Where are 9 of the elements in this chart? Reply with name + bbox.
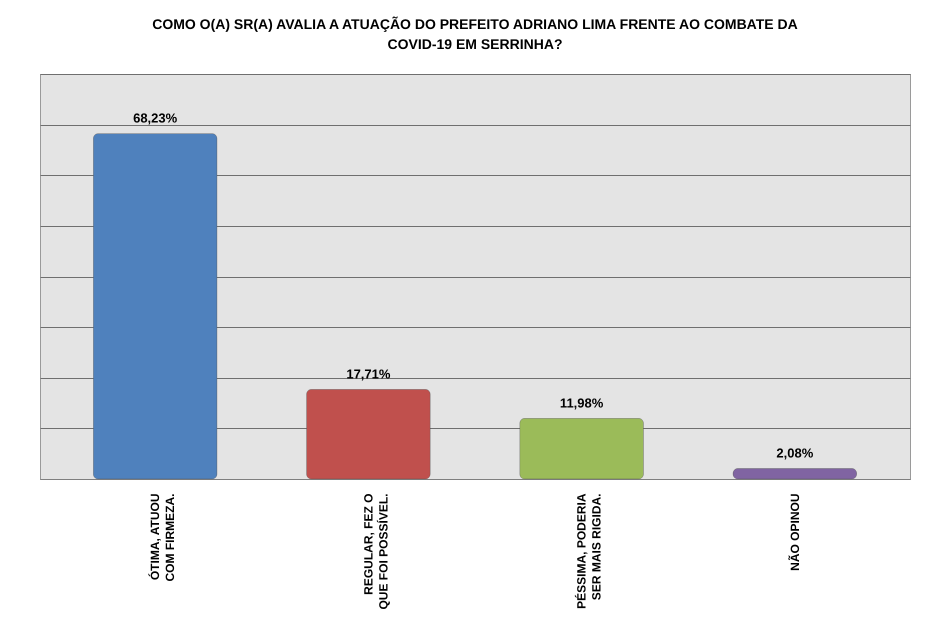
data-label: 17,71% bbox=[346, 366, 391, 382]
data-label: 68,23% bbox=[133, 110, 178, 126]
x-tick-label: ÓTIMA, ATUOU COM FIRMEZA. bbox=[148, 494, 178, 582]
data-label: 11,98% bbox=[560, 395, 604, 410]
x-tick-label: REGULAR, FEZ O QUE FOI POSSÍVEL. bbox=[361, 494, 390, 610]
data-label: 2,08% bbox=[776, 445, 814, 460]
x-tick-label: NÃO OPINOU bbox=[788, 494, 802, 571]
chart-title: COMO O(A) SR(A) AVALIA A ATUAÇÃO DO PREFEITO ADRIANO LIMA FRENTE AO COMBATE DA COVID-19 EM SERRINHA? bbox=[152, 16, 798, 52]
x-tick-label: PÉSSIMA, PODERIA SER MAIS RIGIDA. bbox=[574, 493, 604, 609]
